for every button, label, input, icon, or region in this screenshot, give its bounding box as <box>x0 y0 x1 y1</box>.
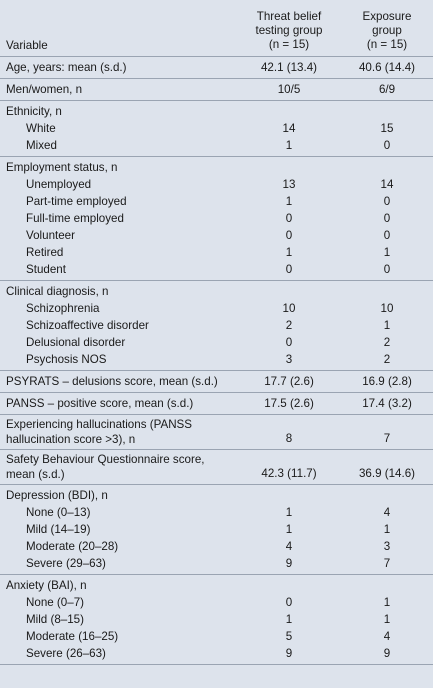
table-header: Variable Threat belief testing group (n … <box>0 0 433 57</box>
table-row: Depression (BDI), n <box>6 489 108 502</box>
table-row: Retired 1 1 <box>26 246 391 259</box>
table-row: PANSS – positive score, mean (s.d.) 17.5… <box>6 397 412 410</box>
threat-belief-group-header: Threat belief testing group (n = 15) <box>255 10 323 51</box>
table-row: Delusional disorder 0 2 <box>26 336 391 349</box>
table-row: Schizophrenia 10 10 <box>26 302 394 315</box>
table-row: None (0–13) 1 4 <box>26 506 391 519</box>
table-row: Experiencing hallucinations (PANSS hallu… <box>6 418 391 446</box>
anxiety-group: Anxiety (BAI), n None (0–7) 0 1 Mild (8–… <box>0 575 433 665</box>
table-row: Psychosis NOS 3 2 <box>26 353 391 366</box>
table-row: Moderate (16–25) 5 4 <box>26 630 391 643</box>
table-footer-space <box>0 665 433 688</box>
table-row: Age, years: mean (s.d.) 42.1 (13.4) 40.6… <box>6 61 416 74</box>
table-row: Clinical diagnosis, n <box>6 285 109 298</box>
variable-header: Variable <box>6 39 48 52</box>
table-row: Part-time employed 1 0 <box>26 195 391 208</box>
table-row: Men/women, n 10/5 6/9 <box>6 83 396 96</box>
table-row: White 14 15 <box>26 122 394 135</box>
diagnosis-group: Clinical diagnosis, n Schizophrenia 10 1… <box>0 281 433 371</box>
employment-group: Employment status, n Unemployed 13 14 Pa… <box>0 157 433 281</box>
psyrats-group: PSYRATS – delusions score, mean (s.d.) 1… <box>0 371 433 393</box>
table-row: Unemployed 13 14 <box>26 178 394 191</box>
hallucinations-group: Experiencing hallucinations (PANSS hallu… <box>0 415 433 450</box>
table-row: Schizoaffective disorder 2 1 <box>26 319 391 332</box>
table-row: Safety Behaviour Questionnaire score, me… <box>6 453 416 481</box>
table-row: Severe (26–63) 9 9 <box>26 647 391 660</box>
age-group: Age, years: mean (s.d.) 42.1 (13.4) 40.6… <box>0 57 433 79</box>
table-row: Mixed 1 0 <box>26 139 391 152</box>
panss-group: PANSS – positive score, mean (s.d.) 17.5… <box>0 393 433 415</box>
table-row: Ethnicity, n <box>6 105 62 118</box>
exposure-group-header: Exposure group (n = 15) <box>362 10 412 51</box>
table-row: Mild (8–15) 1 1 <box>26 613 391 626</box>
table-row: None (0–7) 0 1 <box>26 596 391 609</box>
ethnicity-group: Ethnicity, n White 14 15 Mixed 1 0 <box>0 101 433 157</box>
table-row: Employment status, n <box>6 161 118 174</box>
table-row: Anxiety (BAI), n <box>6 579 87 592</box>
table-row: Full-time employed 0 0 <box>26 212 391 225</box>
table-row: PSYRATS – delusions score, mean (s.d.) 1… <box>6 375 412 388</box>
table-row: Mild (14–19) 1 1 <box>26 523 391 536</box>
table-row: Moderate (20–28) 4 3 <box>26 540 391 553</box>
table-row: Volunteer 0 0 <box>26 229 391 242</box>
table-row: Student 0 0 <box>26 263 391 276</box>
safety-group: Safety Behaviour Questionnaire score, me… <box>0 450 433 485</box>
depression-group: Depression (BDI), n None (0–13) 1 4 Mild… <box>0 485 433 575</box>
table-row: Severe (29–63) 9 7 <box>26 557 391 570</box>
sex-group: Men/women, n 10/5 6/9 <box>0 79 433 101</box>
